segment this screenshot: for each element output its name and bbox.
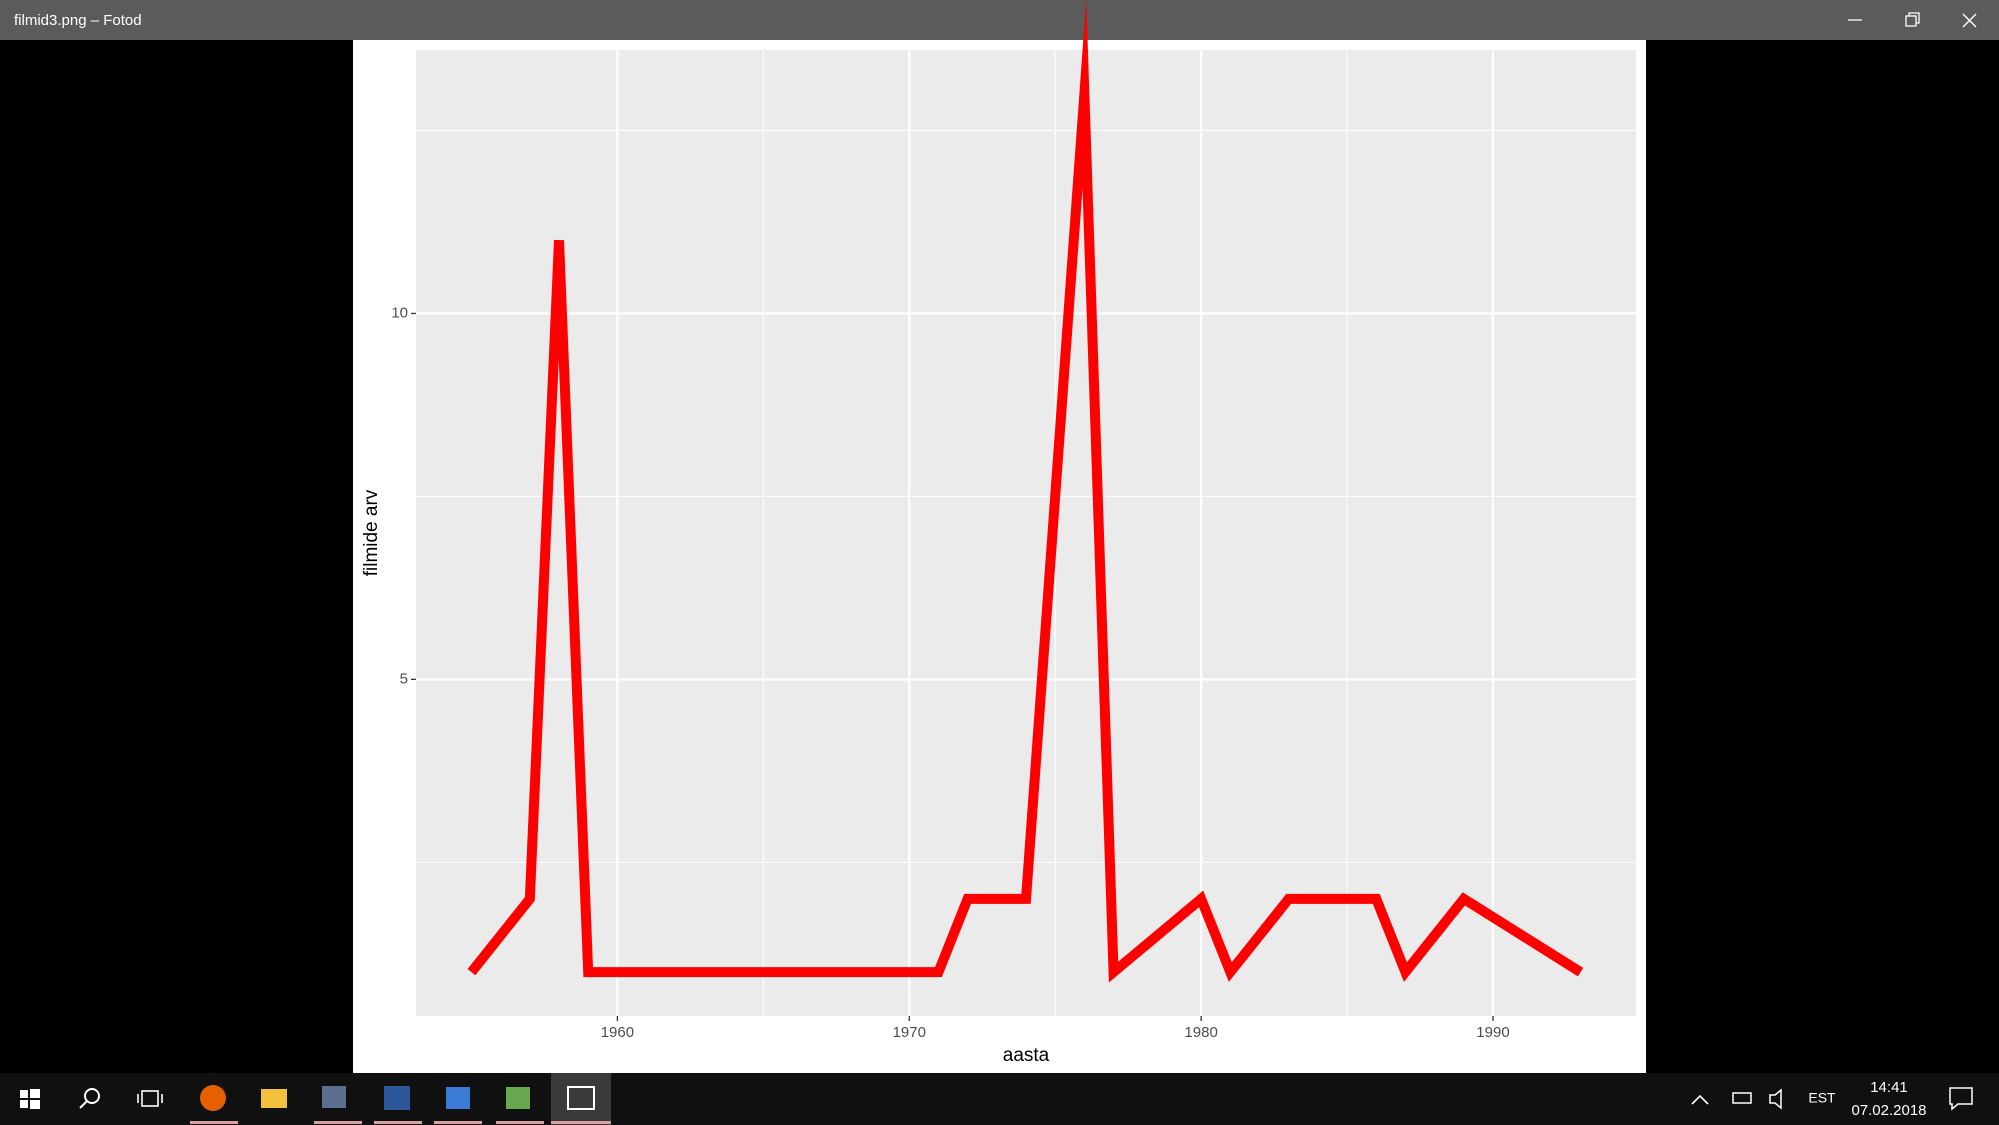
- notifications-button[interactable]: [1949, 1087, 1973, 1111]
- window-title: filmid3.png – Fotod: [14, 12, 142, 29]
- active-indicator: [374, 1121, 422, 1124]
- tray-expand[interactable]: [1691, 1094, 1709, 1105]
- task-view-button[interactable]: [137, 1090, 163, 1107]
- plot: 1960 1970 1980 1990 5 10: [391, 0, 1636, 1041]
- battery-icon[interactable]: [1732, 1092, 1752, 1104]
- y-tick-label: 10: [391, 304, 408, 321]
- word-icon[interactable]: [384, 1086, 410, 1110]
- photos-icon: [567, 1086, 595, 1110]
- app-icon[interactable]: [322, 1086, 346, 1108]
- x-tick-label: 1970: [893, 1024, 926, 1041]
- firefox-icon[interactable]: [200, 1085, 226, 1111]
- x-tick-label: 1990: [1476, 1024, 1509, 1041]
- y-tick-label: 5: [400, 670, 408, 687]
- x-axis-title: aasta: [1003, 1045, 1050, 1066]
- taskbar: [0, 1073, 1999, 1125]
- x-tick-label: 1980: [1184, 1024, 1217, 1041]
- active-indicator: [551, 1121, 611, 1124]
- x-tick-label: 1960: [601, 1024, 634, 1041]
- y-axis-title: filmide arv: [361, 489, 382, 576]
- restore-button[interactable]: [1905, 12, 1920, 27]
- active-indicator: [434, 1121, 482, 1124]
- search-button[interactable]: [79, 1088, 100, 1109]
- language-indicator[interactable]: EST: [1808, 1090, 1836, 1106]
- clock-date[interactable]: 07.02.2018: [1851, 1102, 1926, 1119]
- start-button[interactable]: [20, 1089, 40, 1109]
- data-line: [467, 0, 1584, 983]
- title-bar: [0, 0, 1999, 40]
- explorer-icon[interactable]: [261, 1089, 287, 1108]
- clock-time[interactable]: 14:41: [1870, 1079, 1908, 1096]
- active-indicator: [190, 1121, 238, 1124]
- app-icon[interactable]: [446, 1087, 470, 1109]
- close-button[interactable]: [1962, 13, 1977, 28]
- volume-icon[interactable]: [1769, 1088, 1782, 1110]
- photos-taskbar-button[interactable]: [551, 1073, 611, 1125]
- app-icon[interactable]: [506, 1087, 530, 1109]
- active-indicator: [496, 1121, 544, 1124]
- active-indicator: [314, 1121, 362, 1124]
